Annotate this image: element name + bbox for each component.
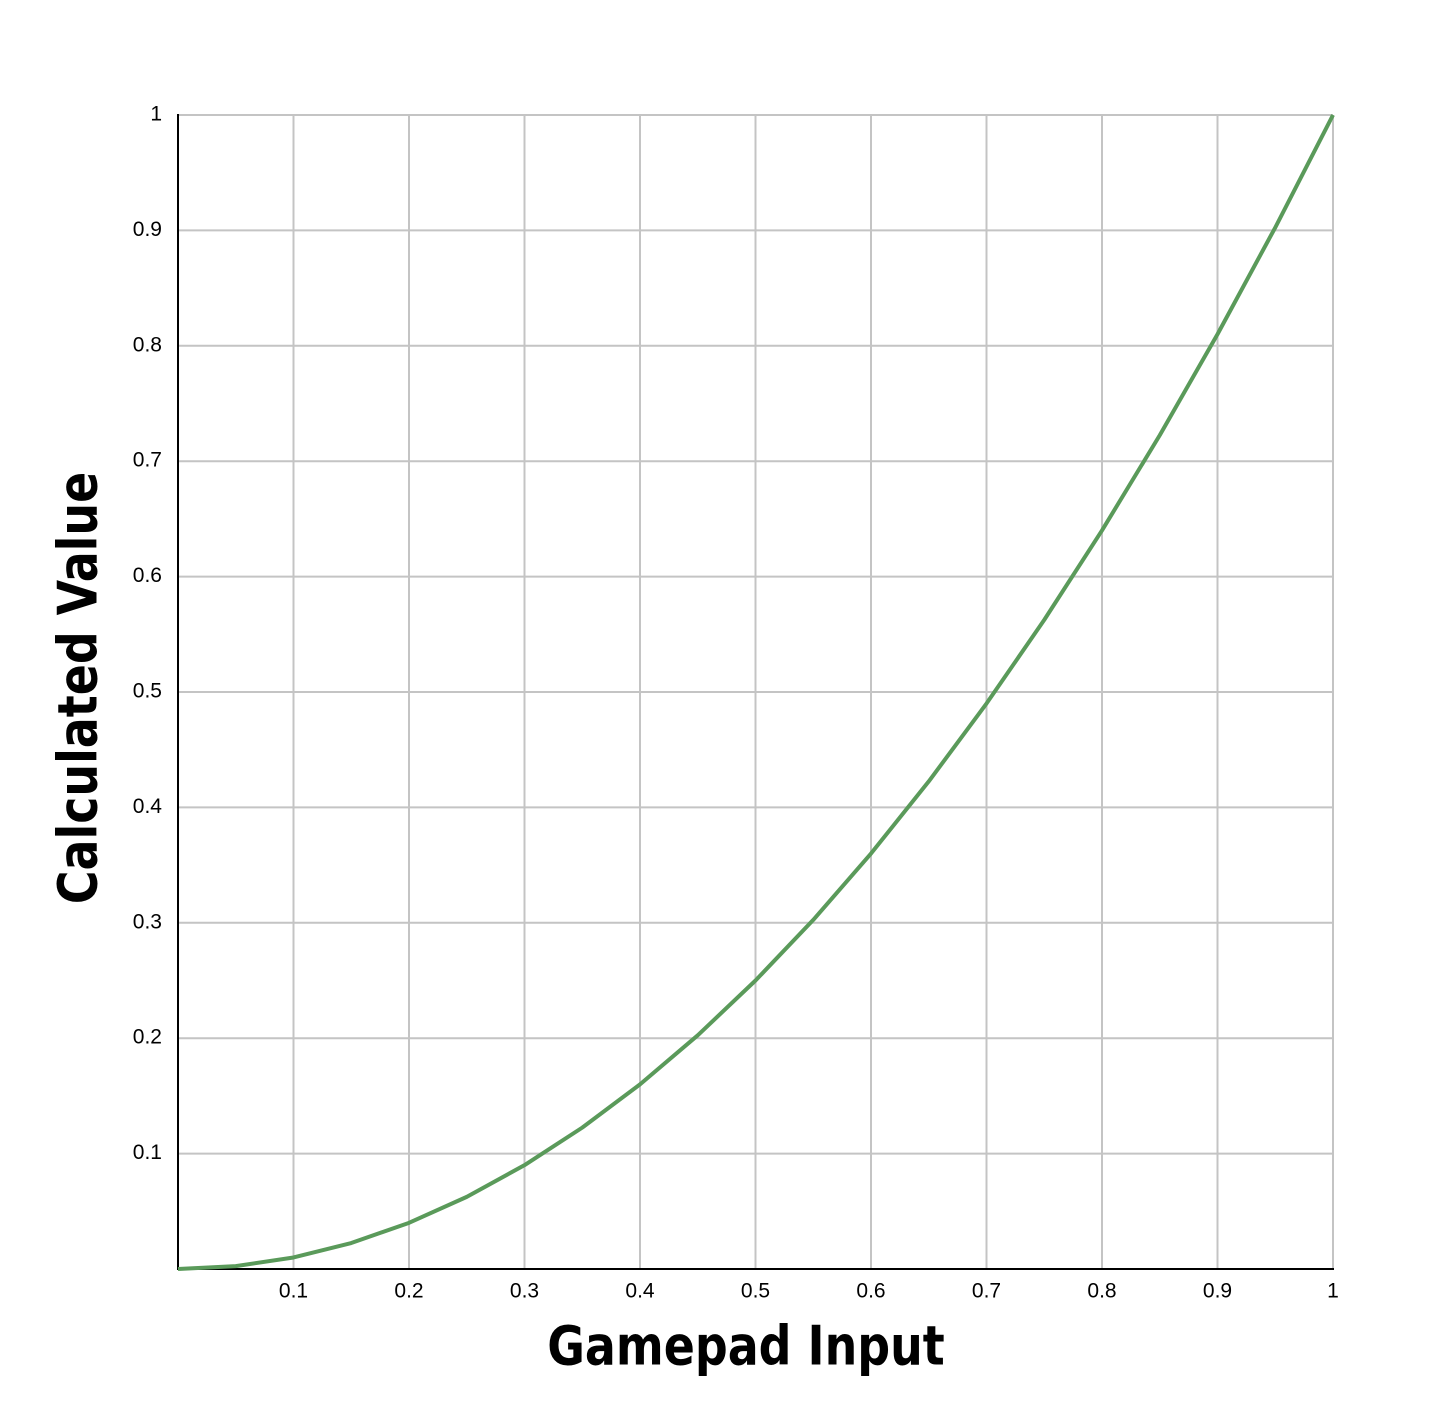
x-axis-title: Gamepad Input	[547, 1314, 944, 1378]
x-tick-label: 0.2	[394, 1280, 423, 1303]
x-tick-label: 0.7	[972, 1280, 1001, 1303]
y-tick-label: 0.7	[133, 449, 162, 472]
line-series	[177, 114, 1335, 1271]
y-tick-label: 0.2	[133, 1026, 162, 1049]
y-tick-label: 1	[150, 103, 162, 126]
x-tick-label: 0.8	[1087, 1280, 1116, 1303]
x-tick-label: 0.9	[1203, 1280, 1232, 1303]
x-tick-label: 0.5	[741, 1280, 770, 1303]
x-tick-label: 0.1	[279, 1280, 308, 1303]
x-tick-label: 0.6	[856, 1280, 885, 1303]
grid	[178, 114, 1334, 1269]
y-tick-label: 0.1	[133, 1141, 162, 1164]
x-tick-label: 1	[1327, 1280, 1339, 1303]
x-tick-label: 0.3	[510, 1280, 539, 1303]
y-tick-label: 0.9	[133, 218, 162, 241]
y-tick-label: 0.3	[133, 910, 162, 933]
y-axis-title: Calculated Value	[46, 472, 110, 904]
y-tick-label: 0.6	[133, 564, 162, 587]
y-tick-label: 0.5	[133, 680, 162, 703]
y-tick-label: 0.4	[133, 795, 163, 818]
x-tick-label: 0.4	[625, 1280, 655, 1303]
y-tick-label: 0.8	[133, 333, 162, 356]
